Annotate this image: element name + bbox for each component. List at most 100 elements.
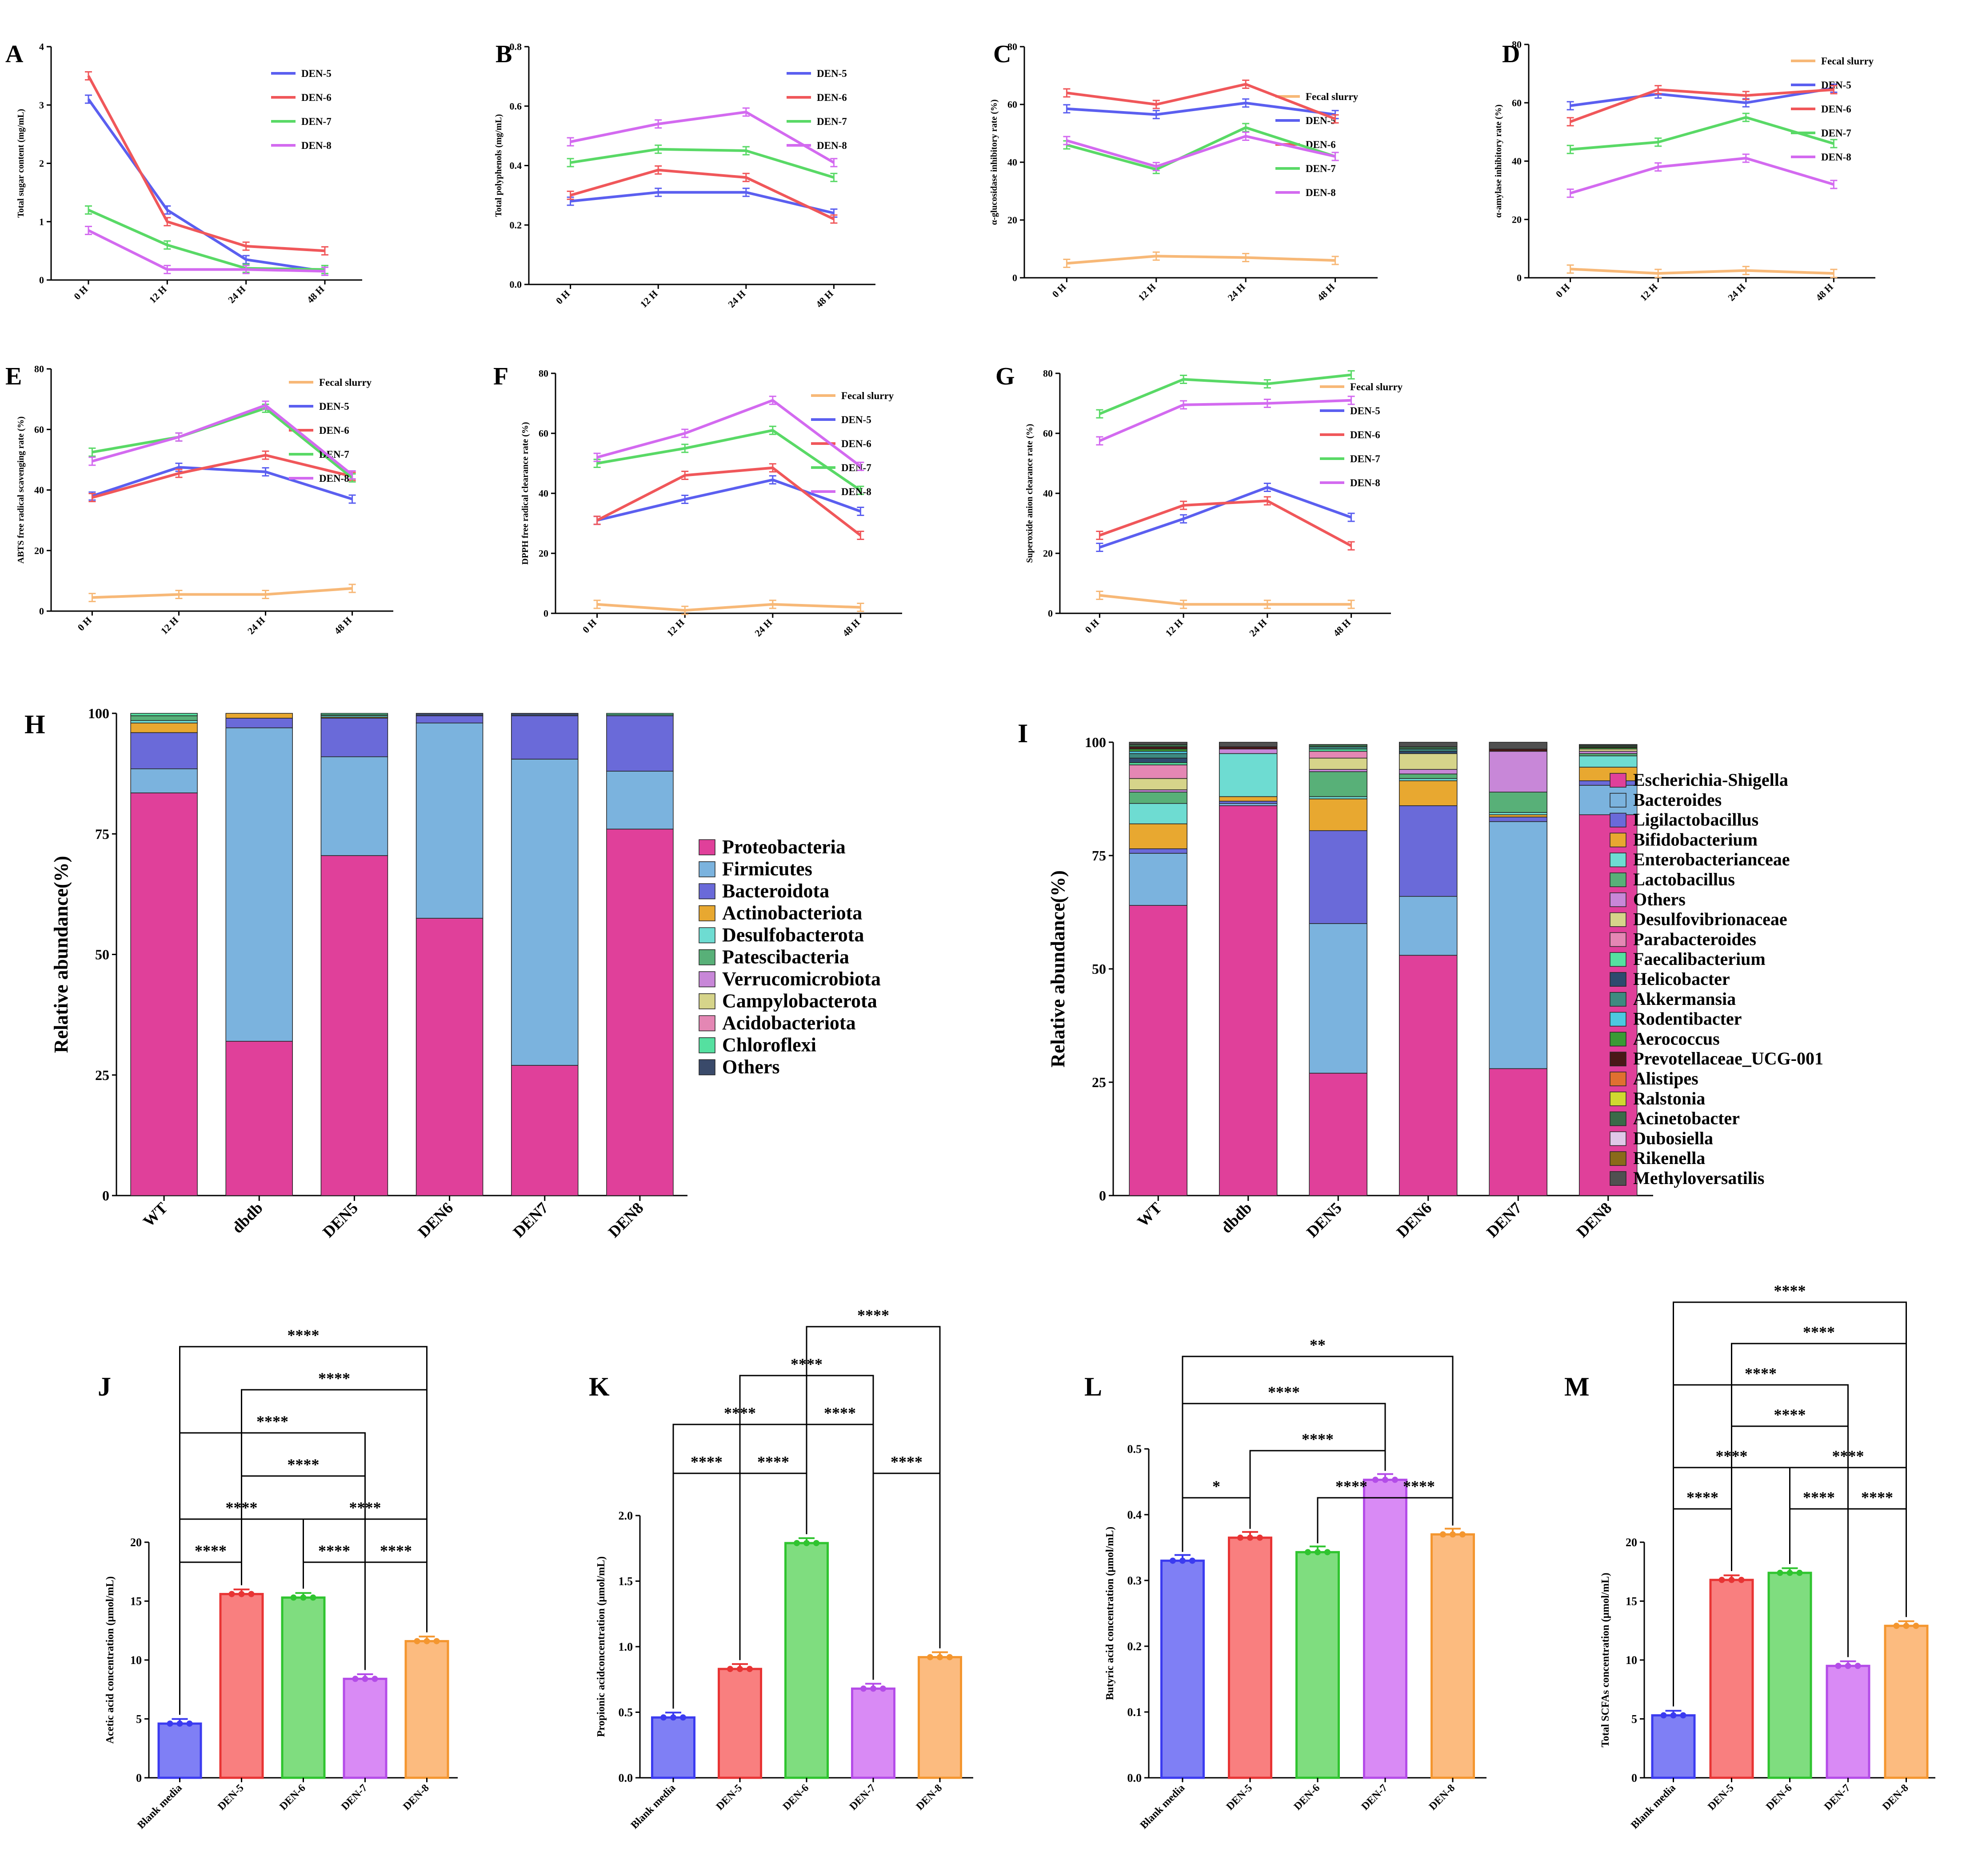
- series-line-DEN-7: [570, 148, 835, 179]
- series-line-DEN-8: [570, 111, 835, 164]
- panel-letter: G: [995, 363, 1015, 390]
- data-point: [414, 1638, 420, 1644]
- stack-segment-Bacteroidota: [416, 715, 484, 724]
- bar-DEN-8: [918, 1656, 962, 1779]
- stack-segment-Others: [511, 713, 579, 716]
- x-tick-label: 48 H: [840, 617, 862, 639]
- data-point: [937, 1654, 943, 1660]
- legend-swatch: [699, 839, 715, 856]
- significance-label: ****: [691, 1453, 723, 1471]
- stack-segment-Chloroflexi: [130, 713, 198, 716]
- stack-segment-Bifidobacterium: [1309, 798, 1367, 831]
- bar-DEN-6: [281, 1596, 326, 1779]
- x-tick-label: DEN-8: [1880, 1782, 1910, 1812]
- data-point: [1835, 1663, 1842, 1669]
- legend-swatch: [699, 971, 715, 988]
- x-tick-label: 12 H: [1136, 281, 1158, 303]
- significance-label: ****: [288, 1326, 320, 1344]
- panel-C: C 0 20 40 60 80 α-glucosidase inhibitory rate …: [989, 40, 1378, 303]
- legend-label: Acidobacteriota: [722, 1012, 856, 1034]
- significance-bracket: [179, 1346, 428, 1715]
- x-tick-label: dbdb: [1217, 1199, 1255, 1236]
- data-point: [1854, 1663, 1861, 1669]
- legend-label: Helicobacter: [1633, 969, 1730, 989]
- panel-A: A 0 1 2 3 4 Total sugar content (mg/mL) 0 H 12 H…: [5, 40, 362, 305]
- stack-segment-Proteobacteria: [511, 1065, 579, 1196]
- bar-DEN-5: [718, 1668, 762, 1779]
- x-tick-label: DEN-8: [401, 1782, 431, 1812]
- panel-letter: F: [493, 363, 508, 390]
- legend-label: Enterobacterianceae: [1633, 849, 1790, 869]
- series-line-DEN-8: [1099, 399, 1351, 442]
- legend-swatch: [699, 1059, 715, 1076]
- legend-label: DEN-5: [319, 401, 349, 412]
- legend-label: Actinobacteriota: [722, 902, 862, 924]
- stack-segment-Desulfovibrionaceae: [1399, 753, 1458, 770]
- y-tick-label: 4: [39, 41, 44, 52]
- y-tick-label: 0.0: [1127, 1772, 1142, 1784]
- legend-swatch: [1610, 812, 1626, 828]
- y-tick-label: 0.5: [619, 1706, 633, 1719]
- y-axis-label: Total polyphenols (mg/mL): [494, 114, 503, 217]
- y-tick-label: 2: [39, 158, 44, 169]
- y-tick-label: 1: [39, 216, 44, 227]
- stack-segment-Actinobacteriota: [225, 713, 293, 719]
- y-tick-label: 5: [1631, 1713, 1637, 1726]
- significance-label: ****: [1403, 1477, 1435, 1495]
- y-tick-label: 1.5: [619, 1575, 633, 1588]
- stack-segment-Lactobacillus: [1309, 771, 1367, 797]
- legend-label: DEN-7: [1306, 163, 1336, 174]
- y-tick-label: 100: [88, 705, 109, 721]
- x-tick-label: 0 H: [1554, 281, 1572, 300]
- legend-label: DEN-6: [301, 92, 332, 103]
- legend-swatch: [1610, 1131, 1626, 1146]
- y-tick-label: 60: [34, 424, 44, 435]
- legend-swatch: [1610, 992, 1626, 1007]
- y-tick-label: 0.2: [510, 220, 522, 231]
- stack-segment-Enterobacterianceae: [1219, 753, 1278, 797]
- series-line-DEN-8: [1570, 156, 1834, 195]
- x-tick-label: DEN-5: [1706, 1782, 1736, 1812]
- x-tick-label: 48 H: [304, 284, 326, 305]
- legend-swatch: [1610, 793, 1626, 808]
- legend-label: Fecal slurry: [1306, 91, 1359, 102]
- legend-label: Aerococcus: [1633, 1028, 1720, 1048]
- x-tick-label: 48 H: [1331, 617, 1353, 639]
- legend-label: DEN-8: [319, 473, 349, 484]
- x-tick-label: DEN-6: [781, 1782, 811, 1812]
- bar-DEN-7: [1363, 1479, 1407, 1779]
- significance-label: ****: [1335, 1477, 1367, 1495]
- y-tick-label: 0: [1517, 272, 1522, 284]
- legend-swatch: [1610, 773, 1626, 788]
- data-point: [1680, 1712, 1686, 1719]
- data-point: [228, 1591, 235, 1597]
- x-tick-label: DEN-6: [1292, 1782, 1322, 1812]
- legend-label: Verrucomicrobiota: [722, 968, 881, 990]
- legend-label: DEN-5: [301, 68, 332, 79]
- data-point: [803, 1540, 810, 1546]
- stack-segment-Ligilactobacillus: [1309, 830, 1367, 924]
- significance-label: ****: [1268, 1383, 1300, 1401]
- x-tick-label: Blank media: [1629, 1782, 1678, 1831]
- series-line-DEN-6: [1067, 83, 1336, 120]
- series-line-DEN-7: [1570, 116, 1834, 151]
- series-line-Fecal slurry: [1099, 594, 1351, 606]
- panel-letter: J: [98, 1372, 111, 1401]
- x-tick-label: Blank media: [629, 1782, 678, 1831]
- x-tick-label: DEN-5: [216, 1782, 246, 1812]
- y-tick-label: 3: [39, 100, 44, 111]
- y-tick-label: 15: [130, 1595, 142, 1608]
- panel-F: F 0 20 40 60 80 DPPH free radical clearance ra…: [493, 363, 902, 639]
- legend-label: Rikenella: [1633, 1148, 1705, 1168]
- legend-label: DEN-6: [1821, 104, 1851, 115]
- bar-Blank media: [1160, 1560, 1205, 1779]
- stack-segment-Prevotellaceae_UCG-001: [1489, 748, 1547, 752]
- y-tick-label: 40: [1043, 488, 1053, 499]
- series-line-DEN-8: [88, 229, 325, 273]
- y-tick-label: 0.4: [510, 160, 522, 171]
- data-point: [1382, 1476, 1388, 1483]
- legend-label: Others: [1633, 889, 1686, 909]
- y-tick-label: 60: [539, 428, 548, 439]
- panel-letter: L: [1084, 1372, 1102, 1401]
- y-tick-label: 80: [539, 368, 548, 379]
